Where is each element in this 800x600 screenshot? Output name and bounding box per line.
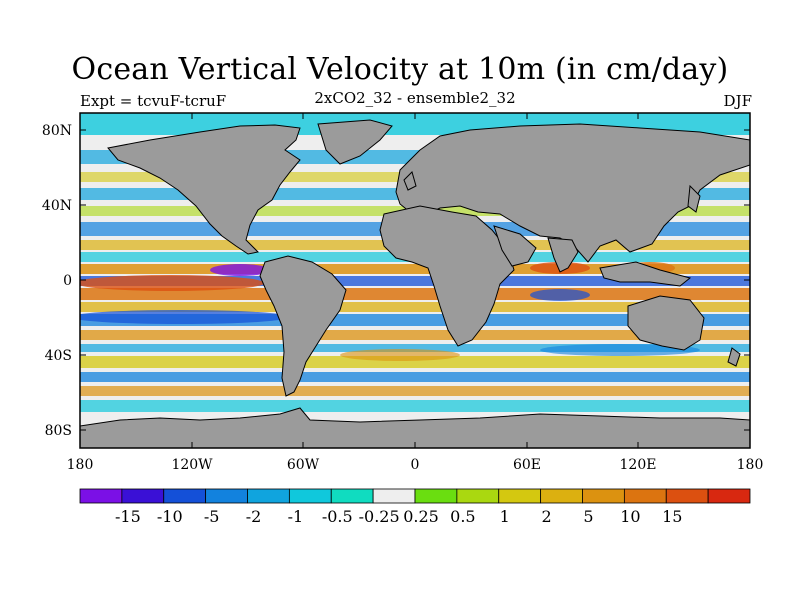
greenland [317,119,393,165]
land-masses [80,119,750,448]
africa [379,205,515,347]
colorbar-swatch [540,488,583,504]
lat-label-40s: 40S [45,348,72,364]
colorbar-swatch [623,488,667,504]
colorbar-swatch [456,488,500,504]
colorbar-label: -10 [157,507,183,526]
plot-title: Ocean Vertical Velocity at 10m (in cm/da… [71,52,729,87]
colorbar-label: -2 [246,507,262,526]
australia [627,295,705,351]
colorbar-swatch [205,488,248,504]
colorbar-swatch [414,488,458,504]
lon-label-60w: 60W [287,457,320,473]
south-america [259,255,347,397]
colorbar-swatch [707,488,751,504]
tick-marks [79,113,751,448]
lat-label-80n: 80N [42,123,72,139]
colorbar-swatch [163,488,207,504]
lat-label-40n: 40N [42,198,72,214]
colorbar-swatch [288,488,332,504]
colorbar-label: -0.25 [359,507,400,526]
japan [687,184,701,213]
lat-label-0: 0 [63,273,72,289]
colorbar-swatch [330,488,374,504]
arabian-peninsula [493,225,537,267]
colorbar-label: 0.5 [450,507,475,526]
plot-area [80,113,750,448]
colorbar-label: 5 [583,507,593,526]
latitude-labels: 80N 40N 0 40S 80S [42,123,72,439]
colorbar-swatch [498,488,542,504]
colorbar-label: 2 [542,507,552,526]
colorbar-label: 1 [500,507,510,526]
colorbar-swatch [372,488,416,504]
colorbar-swatch [79,488,123,504]
colorbar-swatch [247,488,290,504]
maritime-continent [599,261,692,287]
colorbar-label: -1 [288,507,304,526]
experiment-label: Expt = tcvuF-tcruF [80,92,227,110]
north-america [107,124,301,255]
lon-label-120e: 120E [620,457,657,473]
british-isles [403,171,417,191]
lon-label-180-right: 180 [737,457,764,473]
new-zealand [727,347,741,367]
eurasia [395,123,750,263]
colorbar-label: 15 [662,507,682,526]
antarctica [80,407,750,448]
lon-label-0: 0 [411,457,420,473]
colorbar-label: -0.5 [322,507,353,526]
colorbar-label: 10 [620,507,640,526]
colorbar-swatch [121,488,165,504]
lon-label-120w: 120W [171,457,213,473]
ensemble-label: 2xCO2_32 - ensemble2_32 [314,89,516,107]
colorbar-swatch [665,488,709,504]
colorbar-label: -5 [204,507,220,526]
colorbar-label: -15 [115,507,141,526]
season-label: DJF [723,92,752,110]
lon-label-60e: 60E [513,457,541,473]
longitude-labels: 180 120W 60W 0 60E 120E 180 [67,457,764,473]
lat-label-80s: 80S [45,423,72,439]
colorbar-label: 0.25 [403,507,439,526]
colorbar-swatch [582,488,625,504]
india [547,237,579,273]
lon-label-180-left: 180 [67,457,94,473]
colorbar: -15 -10 -5 -2 -1 -0.5 -0.25 0.25 0.5 1 2 5 10 15 [79,488,751,526]
